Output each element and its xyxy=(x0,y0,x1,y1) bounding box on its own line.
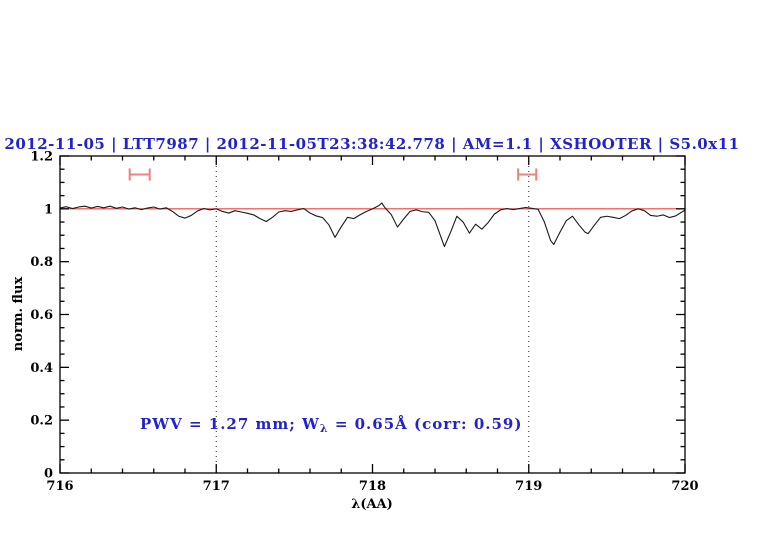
y-tick-label: 0.6 xyxy=(30,308,53,323)
pwv-annotation-post: = 0.65Å (corr: 0.59) xyxy=(329,415,523,433)
x-tick-label: 717 xyxy=(203,479,230,494)
y-tick-label: 0.8 xyxy=(30,255,53,270)
plot-title: 2012-11-05 | LTT7987 | 2012-11-05T23:38:… xyxy=(4,135,739,153)
x-tick-label: 720 xyxy=(671,479,698,494)
pwv-annotation-sub: λ xyxy=(320,422,329,435)
y-axis-label: norm. flux xyxy=(11,277,26,352)
x-tick-label: 716 xyxy=(46,479,73,494)
x-tick-label: 718 xyxy=(359,479,386,494)
y-tick-label: 0 xyxy=(44,467,53,482)
pwv-annotation: PWV = 1.27 mm; Wλ = 0.65Å (corr: 0.59) xyxy=(140,415,522,435)
y-tick-label: 1.2 xyxy=(30,150,53,165)
y-tick-label: 1 xyxy=(44,202,53,217)
x-axis-label: λ(AA) xyxy=(351,497,393,512)
y-tick-label: 0.4 xyxy=(30,361,53,376)
plot-generated-content: 716 717 718 719 720 0 0.2 0.4 0.6 0.8 1 1.2 xyxy=(30,150,698,495)
y-tick-label: 0.2 xyxy=(30,414,53,429)
x-tick-label: 719 xyxy=(515,479,542,494)
pwv-annotation-pre: PWV = 1.27 mm; W xyxy=(140,415,320,433)
spectrum-line xyxy=(59,202,686,248)
